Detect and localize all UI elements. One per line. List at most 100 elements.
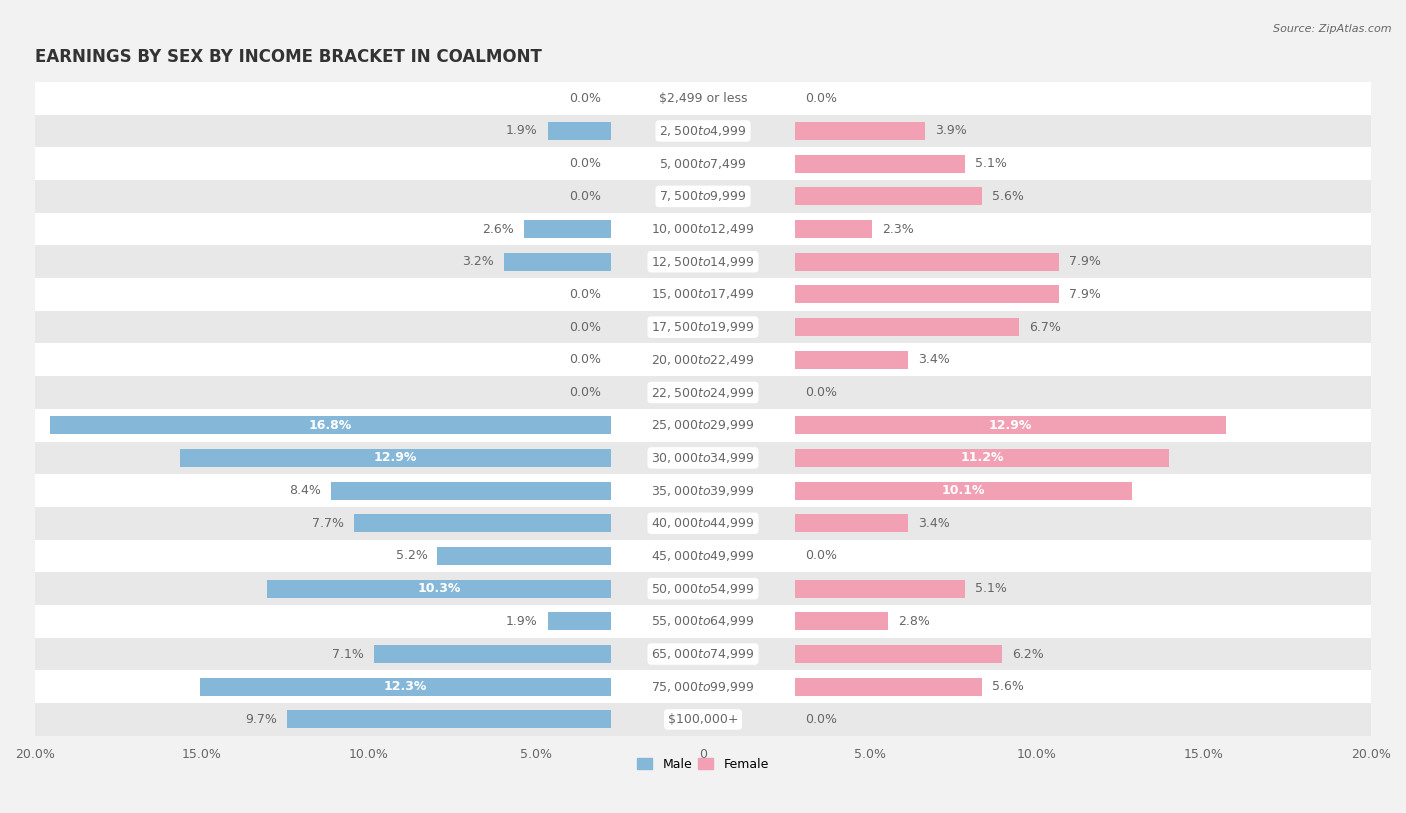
Bar [794,122,925,140]
Bar [794,612,889,630]
Bar [374,645,612,663]
Text: 12.9%: 12.9% [374,451,418,464]
Bar [35,246,1371,278]
Text: 3.4%: 3.4% [918,517,950,530]
Bar [35,311,1371,343]
Text: 9.7%: 9.7% [245,713,277,726]
Text: 0.0%: 0.0% [569,320,602,333]
Text: $2,500 to $4,999: $2,500 to $4,999 [659,124,747,138]
Text: $2,499 or less: $2,499 or less [659,92,747,105]
Text: 0.0%: 0.0% [569,190,602,203]
Bar [35,115,1371,147]
Bar [35,376,1371,409]
Text: 2.3%: 2.3% [882,223,914,236]
Bar [794,253,1059,271]
Bar [35,605,1371,637]
Bar [437,547,612,565]
Bar [794,515,908,533]
Text: 7.9%: 7.9% [1069,255,1101,268]
Bar [35,572,1371,605]
Bar [51,416,612,434]
Bar [200,678,612,696]
Bar [794,481,1132,499]
Bar [35,343,1371,376]
Text: 0.0%: 0.0% [569,157,602,170]
Bar [267,580,612,598]
Bar [794,678,981,696]
Text: 0.0%: 0.0% [804,92,837,105]
Text: $75,000 to $99,999: $75,000 to $99,999 [651,680,755,693]
Text: 5.1%: 5.1% [976,157,1007,170]
Bar [794,154,965,172]
Text: $65,000 to $74,999: $65,000 to $74,999 [651,647,755,661]
Bar [794,645,1002,663]
Bar [330,481,612,499]
Bar [794,187,981,206]
Bar [180,449,612,467]
Text: $45,000 to $49,999: $45,000 to $49,999 [651,549,755,563]
Bar [794,580,965,598]
Text: 0.0%: 0.0% [569,288,602,301]
Text: $25,000 to $29,999: $25,000 to $29,999 [651,418,755,433]
Text: 10.3%: 10.3% [418,582,461,595]
Text: $22,500 to $24,999: $22,500 to $24,999 [651,385,755,399]
Bar [35,441,1371,474]
Text: $35,000 to $39,999: $35,000 to $39,999 [651,484,755,498]
Text: 1.9%: 1.9% [506,615,537,628]
Bar [35,278,1371,311]
Bar [35,474,1371,507]
Bar [354,515,612,533]
Text: 8.4%: 8.4% [288,484,321,497]
Bar [524,220,612,238]
Bar [505,253,612,271]
Text: 0.0%: 0.0% [804,386,837,399]
Text: 2.6%: 2.6% [482,223,515,236]
Bar [35,180,1371,213]
Text: $5,000 to $7,499: $5,000 to $7,499 [659,157,747,171]
Text: 0.0%: 0.0% [804,713,837,726]
Text: 5.6%: 5.6% [993,680,1024,693]
Text: 0.0%: 0.0% [569,386,602,399]
Text: 7.1%: 7.1% [332,647,364,660]
Bar [35,540,1371,572]
Text: 5.2%: 5.2% [395,550,427,563]
Text: $55,000 to $64,999: $55,000 to $64,999 [651,615,755,628]
Text: 0.0%: 0.0% [569,92,602,105]
Bar [794,351,908,369]
Text: 3.9%: 3.9% [935,124,967,137]
Bar [35,82,1371,115]
Text: $10,000 to $12,499: $10,000 to $12,499 [651,222,755,236]
Bar [794,318,1019,336]
Text: 11.2%: 11.2% [960,451,1004,464]
Text: EARNINGS BY SEX BY INCOME BRACKET IN COALMONT: EARNINGS BY SEX BY INCOME BRACKET IN COA… [35,47,541,66]
Bar [35,409,1371,441]
Bar [794,449,1168,467]
Text: $40,000 to $44,999: $40,000 to $44,999 [651,516,755,530]
Bar [287,711,612,728]
Text: 10.1%: 10.1% [942,484,986,497]
Bar [794,220,872,238]
Bar [35,703,1371,736]
Text: 12.3%: 12.3% [384,680,427,693]
Text: 5.6%: 5.6% [993,190,1024,203]
Legend: Male, Female: Male, Female [633,753,773,776]
Text: $50,000 to $54,999: $50,000 to $54,999 [651,581,755,596]
Bar [35,213,1371,246]
Bar [548,122,612,140]
Text: 7.9%: 7.9% [1069,288,1101,301]
Text: $12,500 to $14,999: $12,500 to $14,999 [651,254,755,269]
Text: 1.9%: 1.9% [506,124,537,137]
Text: 3.4%: 3.4% [918,354,950,367]
Bar [35,507,1371,540]
Bar [548,612,612,630]
Bar [794,285,1059,303]
Text: $15,000 to $17,499: $15,000 to $17,499 [651,288,755,302]
Text: 0.0%: 0.0% [569,354,602,367]
Bar [35,671,1371,703]
Bar [35,147,1371,180]
Text: 6.2%: 6.2% [1012,647,1043,660]
Text: 12.9%: 12.9% [988,419,1032,432]
Text: 16.8%: 16.8% [309,419,352,432]
Text: Source: ZipAtlas.com: Source: ZipAtlas.com [1274,24,1392,34]
Text: 3.2%: 3.2% [463,255,495,268]
